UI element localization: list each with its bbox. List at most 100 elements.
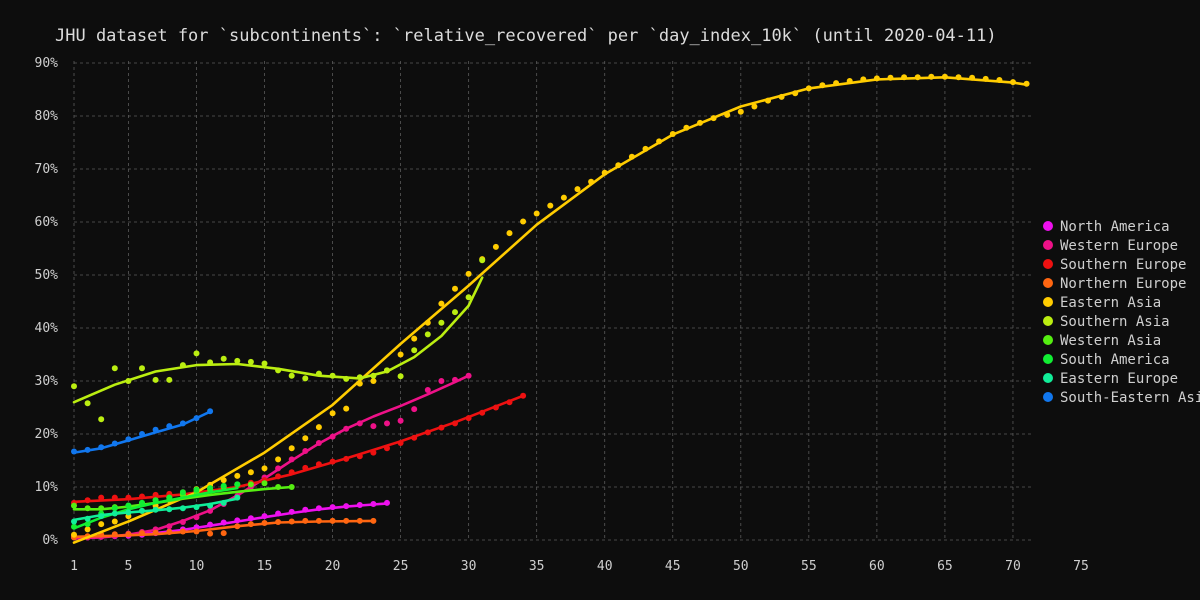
data-point: [329, 517, 336, 524]
data-point: [465, 294, 472, 301]
data-point: [207, 408, 214, 415]
data-point: [533, 210, 540, 217]
x-tick-label: 50: [733, 559, 749, 574]
data-point: [492, 404, 499, 411]
data-point: [438, 300, 445, 307]
legend-marker: [1043, 259, 1053, 269]
legend-label: North America: [1060, 219, 1170, 235]
data-point: [125, 531, 132, 538]
data-point: [125, 436, 132, 443]
chart-title: JHU dataset for `subcontinents`: `relati…: [55, 26, 997, 46]
x-tick-label: 70: [1005, 559, 1021, 574]
series-fit-line: [72, 519, 375, 539]
data-point: [152, 529, 159, 536]
y-tick-label: 0%: [42, 533, 58, 548]
data-point: [98, 494, 105, 501]
data-point: [288, 518, 295, 525]
data-point: [887, 74, 894, 81]
data-point: [343, 503, 350, 510]
data-point: [84, 526, 91, 533]
data-point: [397, 373, 404, 380]
data-point: [465, 415, 472, 422]
legend-label: Eastern Asia: [1060, 295, 1161, 311]
data-point: [247, 515, 254, 522]
legend-marker: [1043, 354, 1053, 364]
data-point: [343, 455, 350, 462]
data-point: [166, 376, 173, 383]
data-point: [207, 502, 214, 509]
data-point: [370, 501, 377, 507]
data-point: [288, 469, 295, 476]
data-point: [411, 335, 418, 342]
data-point: [207, 507, 214, 514]
x-tick-label: 5: [125, 559, 133, 574]
data-point: [656, 138, 663, 145]
data-point: [628, 153, 635, 160]
data-point: [220, 477, 227, 484]
data-point: [697, 119, 703, 126]
data-point: [302, 517, 309, 524]
data-point: [479, 257, 486, 264]
data-point: [111, 518, 118, 525]
data-point: [207, 485, 214, 492]
data-point: [683, 124, 690, 131]
data-point: [234, 494, 241, 501]
data-point: [506, 230, 513, 237]
data-point: [996, 77, 1003, 83]
y-tick-label: 10%: [35, 480, 59, 495]
data-point: [860, 76, 867, 83]
data-point: [152, 491, 159, 498]
data-point: [302, 464, 309, 471]
data-point: [424, 429, 431, 436]
data-point: [166, 506, 173, 513]
data-point: [343, 405, 350, 412]
data-point: [207, 521, 214, 528]
x-tick-label: 65: [937, 559, 953, 574]
data-point: [220, 519, 227, 526]
data-point: [275, 473, 282, 480]
data-point: [193, 514, 200, 521]
data-point: [111, 440, 118, 447]
data-point: [343, 375, 350, 382]
data-point: [356, 420, 363, 427]
data-point: [520, 218, 527, 225]
data-point: [492, 243, 499, 250]
data-point: [275, 456, 282, 463]
data-point: [193, 524, 200, 531]
data-point: [261, 480, 268, 487]
data-point: [941, 73, 948, 80]
data-point: [288, 484, 295, 490]
data-point: [479, 409, 486, 416]
data-point: [98, 513, 105, 520]
data-point: [315, 517, 322, 524]
data-point: [98, 505, 105, 512]
data-point: [111, 510, 118, 517]
data-point: [302, 506, 309, 513]
data-point: [438, 319, 445, 326]
data-point: [411, 347, 418, 354]
data-point: [506, 399, 513, 406]
data-point: [452, 420, 458, 427]
data-point: [193, 486, 200, 493]
data-point: [275, 367, 282, 374]
series-fit-line: [72, 76, 1028, 544]
x-tick-label: 25: [393, 559, 409, 574]
data-point: [424, 331, 431, 338]
data-point: [547, 202, 554, 209]
legend-marker: [1043, 278, 1053, 288]
data-point: [329, 458, 336, 465]
x-tick-label: 10: [189, 559, 205, 574]
data-point: [84, 400, 91, 407]
data-point: [261, 465, 268, 472]
data-point: [384, 499, 390, 506]
data-point: [438, 424, 445, 431]
legend-marker: [1043, 240, 1053, 250]
data-point: [574, 186, 581, 193]
data-point: [588, 178, 595, 185]
data-point: [1010, 79, 1016, 86]
y-tick-label: 20%: [35, 427, 59, 442]
data-point: [288, 456, 295, 463]
y-tick-label: 80%: [35, 109, 59, 124]
data-point: [111, 505, 118, 512]
data-point: [139, 493, 145, 500]
